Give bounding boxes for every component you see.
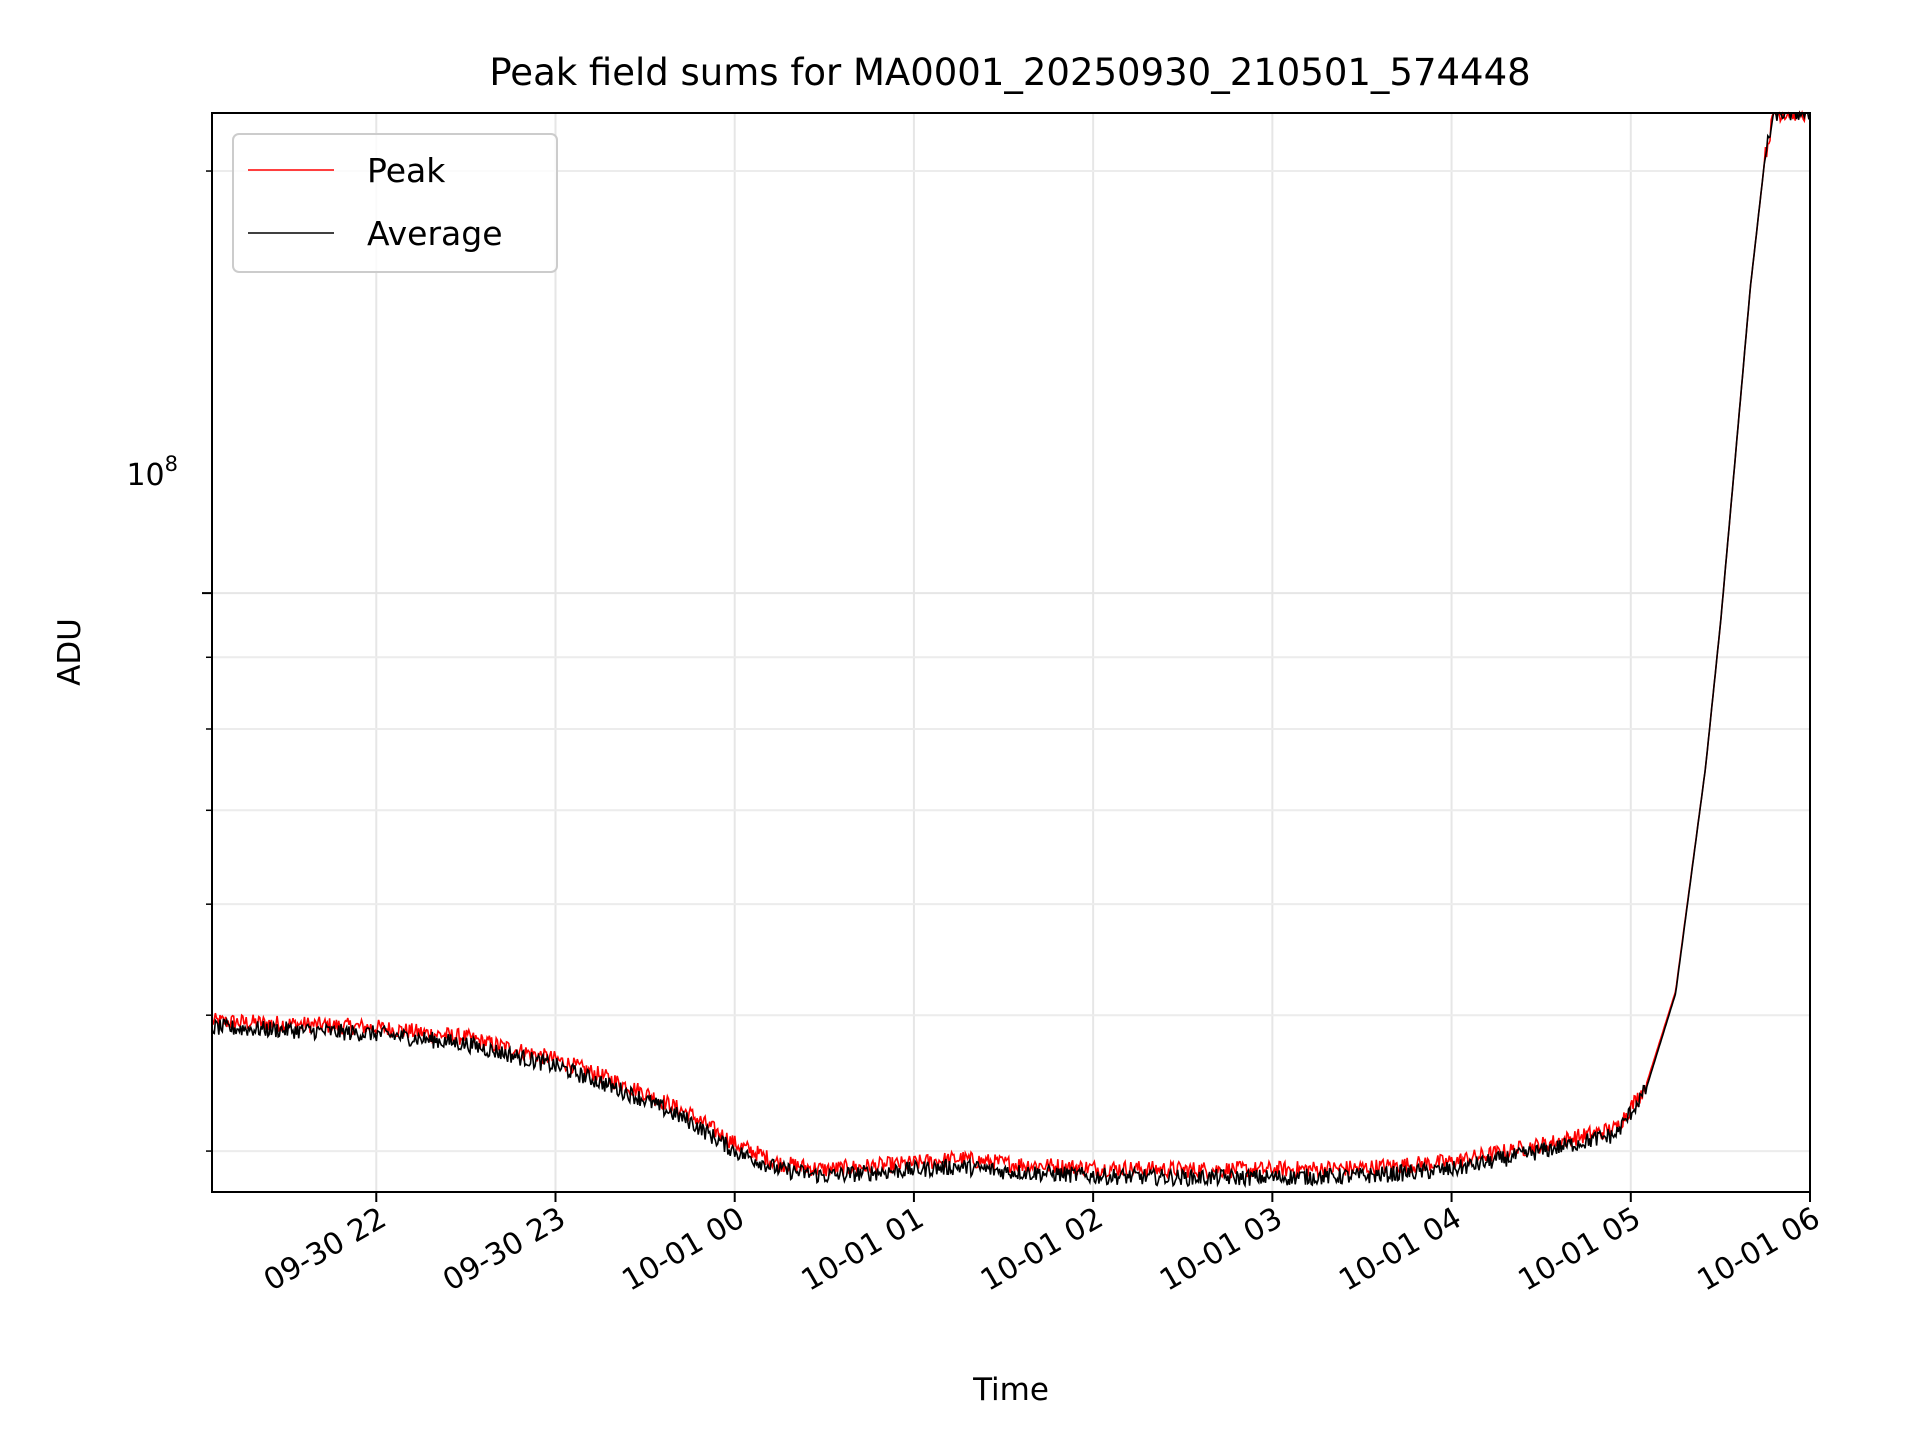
y-axis-ticks (202, 170, 212, 1152)
y-tick-label-base: 10 (126, 458, 164, 493)
y-axis-label: ADU (52, 618, 88, 686)
legend-label-average: Average (367, 214, 503, 253)
x-axis-label: Time (972, 1372, 1049, 1408)
series-line-average (211, 110, 1811, 1189)
y-tick-label-exponent: 8 (165, 452, 178, 476)
plot-frame (211, 112, 1811, 1193)
y-tick-label-1e8: 108 (126, 452, 178, 493)
chart-title: Peak field sums for MA0001_20250930_2105… (489, 51, 1530, 94)
legend-box (232, 133, 558, 273)
legend-label-peak: Peak (367, 151, 446, 190)
plot-series (211, 109, 1811, 1189)
legend: Peak Average (232, 133, 558, 273)
series-line-peak (211, 109, 1810, 1181)
